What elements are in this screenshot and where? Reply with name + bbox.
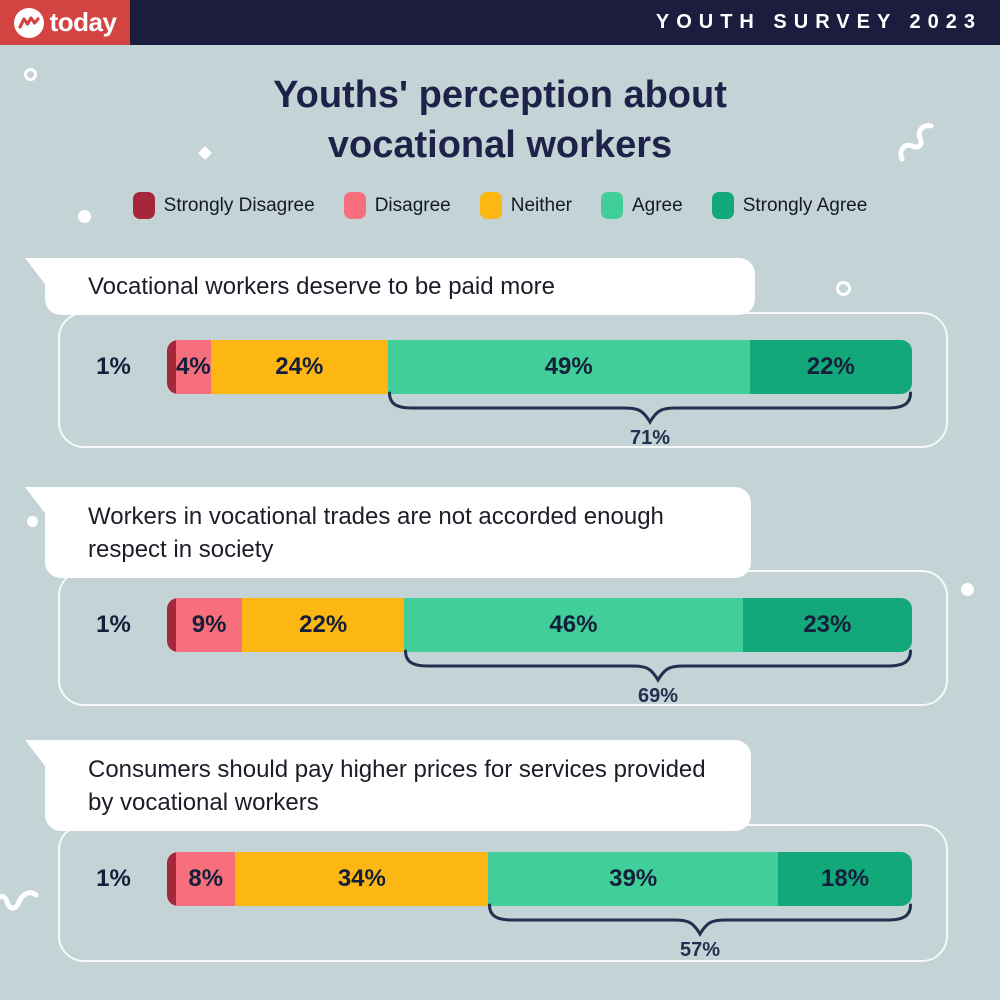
squiggle-decoration-top-right <box>898 123 934 162</box>
legend-item-strongly-agree: Strongly Agree <box>711 192 868 219</box>
bar-panel: 1% 9% 22% 46% 23% 69% <box>58 570 948 707</box>
outside-percentage-label: 1% <box>96 611 131 638</box>
segment-neither: 34% <box>235 852 489 906</box>
stacked-bar: 9% 22% 46% 23% <box>167 598 912 652</box>
header-bar: today YOUTH SURVEY 2023 <box>0 0 1000 45</box>
segment-percentage-label: 8% <box>188 865 224 892</box>
stacked-bar: 4% 24% 49% 22% <box>167 340 912 394</box>
survey-banner: YOUTH SURVEY 2023 <box>655 11 982 33</box>
bar-panel: 1% 4% 24% 49% 22% 71% <box>58 312 948 449</box>
legend: Strongly Disagree Disagree Neither Agree… <box>0 192 1000 219</box>
question-bubble: Consumers should pay higher prices for s… <box>45 740 751 831</box>
ring-decoration-card1 <box>836 281 851 296</box>
legend-item-neither: Neither <box>479 192 572 219</box>
legend-item-strongly-disagree: Strongly Disagree <box>132 192 315 219</box>
question-bubble: Workers in vocational trades are not acc… <box>45 487 751 578</box>
strongly-agree-swatch-icon <box>711 192 734 219</box>
segment-strongly_disagree <box>167 852 176 906</box>
dot-decoration-card2-left <box>27 516 38 527</box>
segment-strongly_agree: 23% <box>742 598 912 652</box>
legend-label: Strongly Disagree <box>163 194 315 216</box>
segment-disagree: 9% <box>176 598 243 652</box>
stacked-bar: 8% 34% 39% 18% <box>167 852 912 906</box>
outside-percentage-label: 1% <box>96 353 131 380</box>
segment-strongly_disagree <box>167 598 176 652</box>
strongly-disagree-swatch-icon <box>132 192 155 219</box>
segment-agree: 46% <box>404 598 743 652</box>
agree-combined-brace: 71% <box>388 391 912 449</box>
segment-strongly_disagree <box>167 340 176 394</box>
bar-row: 1% 8% 34% 39% 18% <box>60 852 912 906</box>
legend-label: Neither <box>510 194 572 216</box>
disagree-swatch-icon <box>343 192 366 219</box>
bar-row: 1% 4% 24% 49% 22% <box>60 340 912 394</box>
underbrace-icon <box>388 391 912 425</box>
agree-combined-brace: 57% <box>488 903 912 961</box>
segment-percentage-label: 49% <box>544 353 593 380</box>
neither-swatch-icon <box>479 192 502 219</box>
segment-disagree: 4% <box>176 340 211 394</box>
legend-label: Disagree <box>374 194 451 216</box>
question-text: Workers in vocational trades are not acc… <box>88 502 664 563</box>
segment-percentage-label: 22% <box>806 353 855 380</box>
combined-percentage-label: 57% <box>679 939 721 961</box>
segment-agree: 39% <box>488 852 779 906</box>
brand-name: today <box>49 7 117 37</box>
segment-percentage-label: 23% <box>803 611 852 638</box>
segment-percentage-label: 39% <box>609 865 658 892</box>
segment-neither: 22% <box>242 598 405 652</box>
segment-percentage-label: 24% <box>275 353 324 380</box>
page-title: Youths' perception about vocational work… <box>273 74 727 167</box>
bar-panel: 1% 8% 34% 39% 18% 57% <box>58 824 948 962</box>
underbrace-icon <box>488 903 912 937</box>
squiggle-decoration-bottom-left <box>0 890 39 911</box>
segment-percentage-label: 4% <box>176 353 211 380</box>
segment-percentage-label: 34% <box>337 865 386 892</box>
segment-percentage-label: 9% <box>191 611 227 638</box>
segment-strongly_agree: 18% <box>778 852 912 906</box>
legend-label: Strongly Agree <box>742 194 868 216</box>
segment-strongly_agree: 22% <box>749 340 912 394</box>
segment-percentage-label: 22% <box>299 611 348 638</box>
dot-decoration-card2-right <box>961 583 974 596</box>
segment-neither: 24% <box>210 340 388 394</box>
question-text: Consumers should pay higher prices for s… <box>88 755 706 816</box>
today-logo-icon <box>13 7 44 38</box>
segment-percentage-label: 18% <box>821 865 870 892</box>
logo-zigzag-icon <box>17 15 40 29</box>
legend-item-agree: Agree <box>600 192 683 219</box>
dot-decoration-legend-left <box>78 210 91 223</box>
question-text: Vocational workers deserve to be paid mo… <box>88 273 555 300</box>
combined-percentage-label: 71% <box>629 427 671 449</box>
segment-agree: 49% <box>387 340 750 394</box>
underbrace-icon <box>404 649 912 683</box>
today-logo: today <box>0 0 130 45</box>
segment-percentage-label: 46% <box>549 611 598 638</box>
agree-swatch-icon <box>600 192 623 219</box>
question-bubble: Vocational workers deserve to be paid mo… <box>45 258 755 315</box>
bar-row: 1% 9% 22% 46% 23% <box>60 598 912 652</box>
legend-item-disagree: Disagree <box>343 192 451 219</box>
combined-percentage-label: 69% <box>637 685 679 707</box>
ring-decoration-top-left <box>24 68 37 81</box>
agree-combined-brace: 69% <box>404 649 912 707</box>
segment-disagree: 8% <box>176 852 236 906</box>
legend-label: Agree <box>631 194 683 216</box>
outside-percentage-label: 1% <box>96 865 131 892</box>
